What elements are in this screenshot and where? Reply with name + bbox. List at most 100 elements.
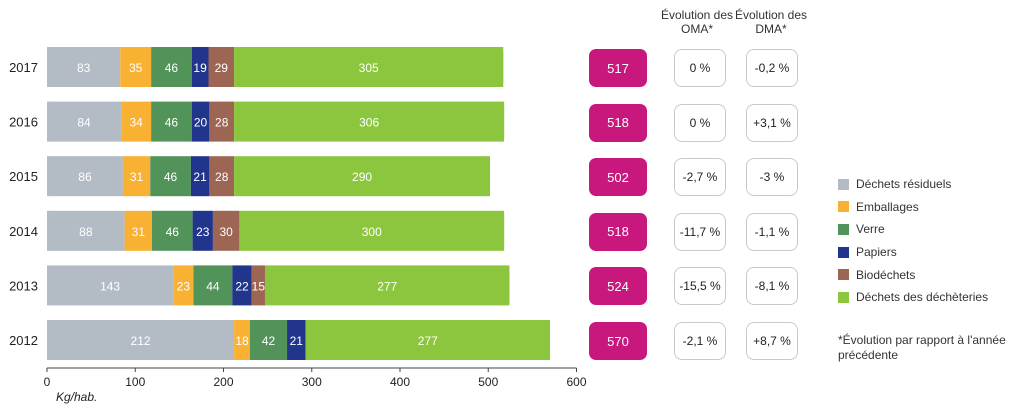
bar-segment: [192, 210, 213, 251]
bar-segment: [287, 320, 306, 360]
legend-item: Déchets des déchèteries: [838, 286, 988, 309]
bar-segment: [124, 210, 153, 251]
chart-legend: Déchets résiduels Emballages Verre Papiers B…: [838, 173, 988, 309]
oma-evolution-box: 0 %: [674, 49, 726, 87]
bar-segment: [234, 101, 505, 142]
bar-value-label: 21: [193, 170, 207, 184]
bar-segment: [173, 265, 194, 306]
x-tick-label: 600: [566, 375, 586, 389]
bar-segment: [122, 156, 151, 197]
oma-evolution-box: -2,1 %: [674, 322, 726, 360]
year-label: 2012: [9, 333, 38, 348]
legend-swatch: [838, 178, 849, 190]
bar-value-label: 15: [252, 279, 266, 293]
year-label: 2015: [9, 169, 38, 184]
bar-value-label: 86: [78, 170, 92, 184]
total-box: 518: [589, 103, 647, 142]
bar-value-label: 305: [359, 61, 379, 75]
legend-item: Papiers: [838, 241, 988, 264]
year-label: 2017: [9, 60, 38, 75]
bar-segment: [305, 320, 551, 360]
bar-segment: [193, 265, 233, 306]
dma-evolution-box: -0,2 %: [746, 49, 798, 87]
oma-column-header: Évolution des OMA*: [660, 8, 734, 36]
bar-value-label: 83: [77, 61, 91, 75]
bar-value-label: 34: [129, 116, 143, 130]
bar-segment: [234, 156, 491, 197]
bar-segment: [191, 101, 210, 142]
bar-value-label: 277: [377, 279, 397, 293]
bar-end-cap: [480, 156, 491, 197]
bar-segment: [249, 320, 288, 360]
bar-end-cap: [494, 210, 505, 251]
bar-start-cap: [47, 265, 57, 306]
bar-segment: [150, 156, 191, 197]
bar-end-cap: [540, 320, 551, 360]
bar-end-cap: [499, 265, 510, 306]
year-label: 2013: [9, 278, 38, 293]
bar-start-cap: [47, 47, 57, 87]
bar-start-cap: [47, 101, 57, 142]
bar-value-label: 18: [235, 334, 249, 348]
bar-segment: [251, 265, 265, 306]
bar-value-label: 20: [194, 116, 208, 130]
bar-segment: [152, 210, 193, 251]
x-tick-label: 500: [478, 375, 498, 389]
bar-value-label: 28: [215, 116, 229, 130]
bar-value-label: 46: [165, 61, 179, 75]
bar-value-label: 306: [359, 116, 379, 130]
oma-evolution-box: -11,7 %: [674, 212, 726, 251]
legend-label: Déchets des déchèteries: [856, 290, 989, 305]
bar-value-label: 300: [362, 225, 382, 239]
dma-evolution-box: +3,1 %: [746, 103, 798, 142]
bar-segment: [47, 265, 174, 306]
oma-evolution-box: -2,7 %: [674, 158, 726, 197]
x-tick-label: 400: [390, 375, 410, 389]
bar-value-label: 46: [165, 116, 179, 130]
dma-evolution-box: -3 %: [746, 158, 798, 197]
bar-end-cap: [494, 101, 505, 142]
dma-column-header: Évolution des DMA*: [734, 8, 808, 36]
bar-segment: [208, 47, 235, 87]
legend-swatch: [838, 269, 849, 281]
total-box: 524: [589, 267, 647, 306]
bar-segment: [47, 210, 125, 251]
bar-value-label: 84: [77, 116, 91, 130]
bar-value-label: 46: [166, 225, 180, 239]
x-tick-label: 300: [302, 375, 322, 389]
bar-value-label: 143: [100, 279, 120, 293]
legend-label: Papiers: [856, 245, 897, 260]
dma-evolution-box: -1,1 %: [746, 212, 798, 251]
bar-segment: [232, 265, 252, 306]
bar-value-label: 44: [206, 279, 220, 293]
x-tick-label: 100: [125, 375, 145, 389]
bar-segment: [47, 320, 235, 360]
legend-swatch: [838, 246, 849, 258]
bar-value-label: 29: [215, 61, 229, 75]
total-box: 502: [589, 158, 647, 197]
legend-item: Biodéchets: [838, 263, 988, 286]
bar-segment: [151, 47, 192, 87]
bar-segment: [234, 47, 504, 87]
year-label: 2016: [9, 115, 38, 130]
legend-swatch: [838, 201, 849, 213]
footnote: *Évolution par rapport à l'année précéde…: [838, 333, 1006, 362]
bar-value-label: 30: [219, 225, 233, 239]
bar-value-label: 22: [235, 279, 249, 293]
bar-segment: [234, 320, 250, 360]
bar-segment: [47, 101, 122, 142]
bar-segment: [120, 47, 152, 87]
bar-value-label: 31: [132, 225, 146, 239]
legend-item: Déchets résiduels: [838, 173, 988, 196]
x-tick-label: 200: [213, 375, 233, 389]
oma-evolution-box: 0 %: [674, 103, 726, 142]
dma-evolution-box: +8,7 %: [746, 322, 798, 360]
legend-swatch: [838, 223, 849, 235]
bar-value-label: 212: [131, 334, 151, 348]
total-box: 570: [589, 322, 647, 360]
bar-segment: [191, 47, 209, 87]
bar-value-label: 21: [290, 334, 304, 348]
bar-segment: [47, 47, 121, 87]
year-label: 2014: [9, 224, 38, 239]
bar-value-label: 277: [418, 334, 438, 348]
